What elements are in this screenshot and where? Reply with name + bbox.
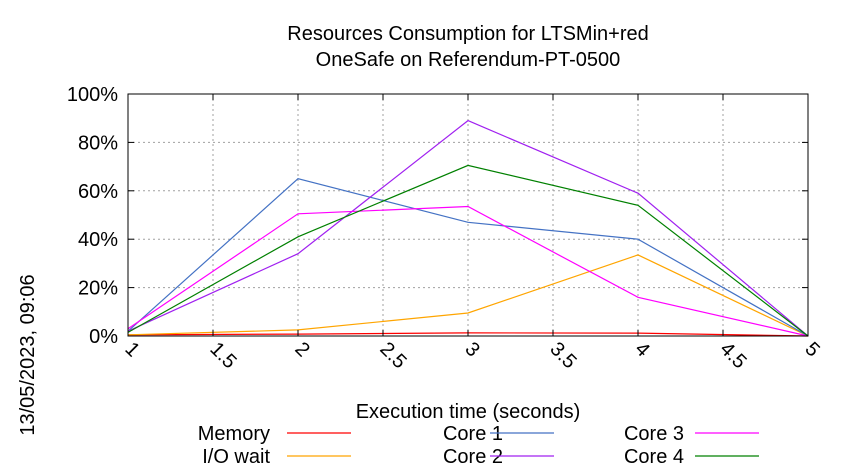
legend-label-core-2: Core 2 xyxy=(443,446,503,468)
x-tick-label: 5 xyxy=(800,338,823,361)
series-line-core-1 xyxy=(127,178,809,337)
series-line-i-o-wait xyxy=(127,254,809,337)
legend-label-core-3: Core 3 xyxy=(624,423,684,445)
legend-label-i-o-wait: I/O wait xyxy=(202,446,270,468)
tick-layer: 0% 20% 40% 60% 80% 100% 1 1.5 2 2.5 3 3.5 4 4.5 5 xyxy=(67,84,824,373)
legend-label-core-4: Core 4 xyxy=(624,446,684,468)
y-tick-label: 20% xyxy=(78,278,118,300)
y-tick-label: 0% xyxy=(89,326,118,348)
y-tick-label: 100% xyxy=(67,84,118,106)
series-line-core-2 xyxy=(127,119,809,337)
timestamp-label: 13/05/2023, 09:06 xyxy=(17,274,39,435)
x-tick-label: 2.5 xyxy=(375,338,410,373)
grid-layer xyxy=(128,94,808,336)
legend-label-core-1: Core 1 xyxy=(443,423,503,445)
x-tick-label: 3 xyxy=(460,338,483,361)
y-tick-label: 80% xyxy=(78,132,118,154)
x-axis-label: Execution time (seconds) xyxy=(356,401,581,423)
x-tick-label: 1.5 xyxy=(205,338,240,373)
x-tick-label: 4 xyxy=(630,338,653,361)
series-line-core-4 xyxy=(127,164,809,337)
series-line-core-3 xyxy=(127,205,809,337)
series-layer xyxy=(127,119,809,337)
y-tick-label: 60% xyxy=(78,181,118,203)
x-tick-label: 3.5 xyxy=(545,338,580,373)
x-tick-label: 4.5 xyxy=(715,338,750,373)
x-tick-label: 1 xyxy=(120,338,143,361)
y-tick-label: 40% xyxy=(78,229,118,251)
x-tick-label: 2 xyxy=(290,338,313,361)
legend-label-memory: Memory xyxy=(198,423,270,445)
chart-title-line1: Resources Consumption for LTSMin+red xyxy=(287,23,648,45)
chart-title-line2: OneSafe on Referendum-PT-0500 xyxy=(316,49,621,71)
